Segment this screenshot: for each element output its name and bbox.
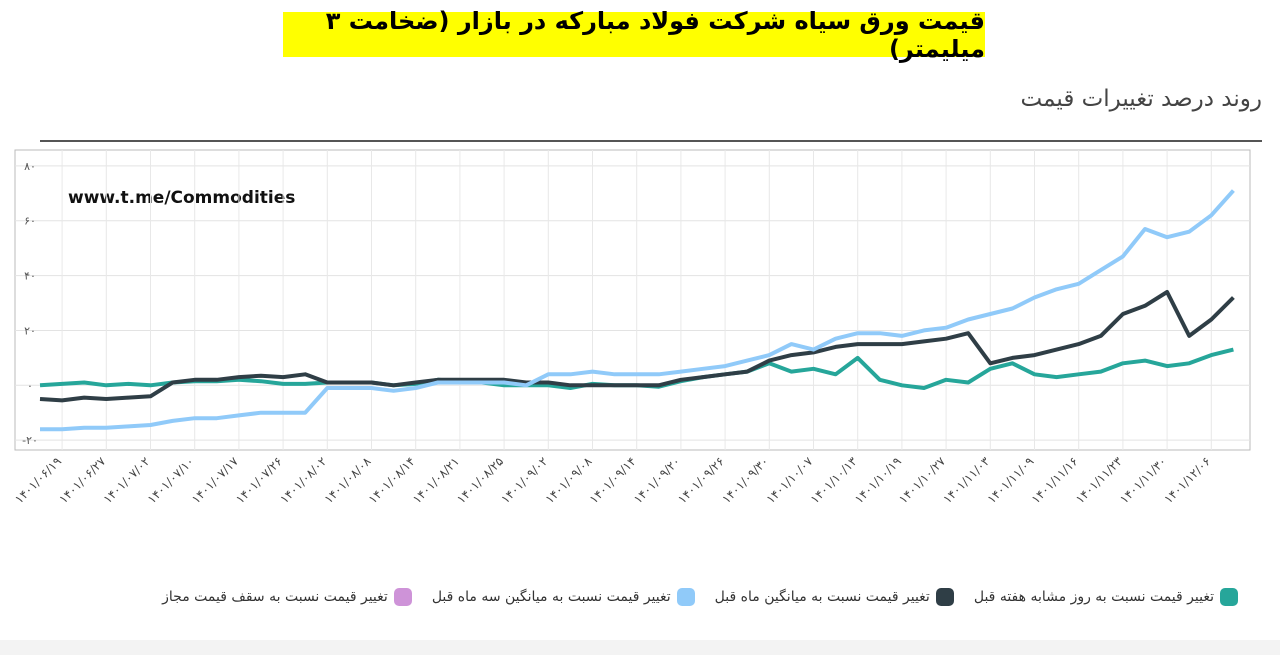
x-tick-label: ۱۴۰۱/۰۸/۱۴ <box>366 454 418 506</box>
footer <box>0 640 1280 655</box>
legend: تغییر قیمت نسبت به روز مشابه هفته قبل تغی… <box>162 588 1238 606</box>
legend-swatch <box>676 588 695 606</box>
watermark: www.t.me/Commodities <box>68 188 295 208</box>
plot-frame <box>14 149 1251 451</box>
x-tick-label: ۱۴۰۱/۰۹/۲۶ <box>675 454 727 506</box>
y-tick-label: ۸۰ <box>24 160 36 173</box>
x-tick-label: ۱۴۰۱/۱۱/۳۰ <box>1117 454 1169 506</box>
y-tick-label: -۲۰ <box>22 434 38 447</box>
separator <box>40 140 1262 142</box>
legend-item[interactable]: تغییر قیمت نسبت به میانگین سه ماه قبل <box>432 588 695 606</box>
x-tick-label: ۱۴۰۱/۱۱/۰۹ <box>985 454 1037 506</box>
x-tick-label: ۱۴۰۱/۰۶/۱۹ <box>12 454 64 506</box>
legend-label: تغییر قیمت نسبت به سقف قیمت مجاز <box>162 589 388 605</box>
x-tick-label: ۱۴۰۱/۰۹/۲۰ <box>631 454 683 506</box>
x-tick-label: ۱۴۰۱/۰۹/۰۲ <box>498 454 550 506</box>
x-tick-label: ۱۴۰۱/۰۷/۰۲ <box>101 454 153 506</box>
x-tick-label: ۱۴۰۱/۰۹/۰۸ <box>543 454 595 506</box>
series-line <box>40 189 1235 432</box>
title: قیمت ورق سیاه شرکت فولاد مبارکه در بازار… <box>283 7 985 63</box>
y-tick-label: ۰ <box>27 379 33 392</box>
legend-item[interactable]: تغییر قیمت نسبت به سقف قیمت مجاز <box>162 588 412 606</box>
x-tick-label: ۱۴۰۱/۰۸/۲۵ <box>454 454 506 506</box>
legend-swatch <box>393 588 412 606</box>
legend-swatch <box>935 588 954 606</box>
legend-label: تغییر قیمت نسبت به میانگین ماه قبل <box>714 589 930 605</box>
legend-label: تغییر قیمت نسبت به روز مشابه هفته قبل <box>973 589 1214 605</box>
legend-swatch <box>1220 588 1238 606</box>
x-tick-label: ۱۴۰۱/۰۹/۱۴ <box>587 454 639 506</box>
x-tick-label: ۱۴۰۱/۰۸/۰۲ <box>277 454 329 506</box>
legend-item[interactable]: تغییر قیمت نسبت به میانگین ماه قبل <box>715 588 954 606</box>
y-tick-label: ۲۰ <box>24 324 36 337</box>
legend-item[interactable]: تغییر قیمت نسبت به روز مشابه هفته قبل <box>974 588 1238 606</box>
x-tick-label: ۱۴۰۱/۰۶/۲۷ <box>56 454 108 506</box>
x-tick-label: ۱۴۰۱/۰۹/۳۰ <box>719 454 771 506</box>
subtitle: روند درصد تغییرات قیمت <box>1020 86 1263 112</box>
y-tick-label: ۴۰ <box>24 270 36 283</box>
series-line <box>39 290 1235 403</box>
x-tick-label: ۱۴۰۱/۱۰/۰۷ <box>764 454 816 506</box>
x-tick-label: ۱۴۰۱/۱۱/۱۶ <box>1029 454 1081 506</box>
x-tick-label: ۱۴۰۱/۱۰/۱۹ <box>852 454 904 506</box>
legend-label: تغییر قیمت نسبت به میانگین سه ماه قبل <box>431 589 671 605</box>
x-tick-label: ۱۴۰۱/۱۲/۰۶ <box>1161 454 1213 506</box>
x-tick-label: ۱۴۰۱/۱۰/۲۷ <box>896 454 948 506</box>
x-tick-label: ۱۴۰۱/۰۷/۲۶ <box>233 454 285 506</box>
x-tick-label: ۱۴۰۱/۰۸/۲۱ <box>410 454 462 506</box>
x-tick-label: ۱۴۰۱/۱۱/۰۳ <box>940 454 992 506</box>
x-tick-label: ۱۴۰۱/۱۱/۲۳ <box>1073 454 1125 506</box>
y-tick-label: ۶۰ <box>24 215 36 228</box>
x-tick-label: ۱۴۰۱/۱۰/۱۳ <box>808 454 860 506</box>
x-tick-label: ۱۴۰۱/۰۷/۱۰ <box>145 454 197 506</box>
x-tick-label: ۱۴۰۱/۰۸/۰۸ <box>322 454 374 506</box>
x-tick-label: ۱۴۰۱/۰۷/۱۷ <box>189 454 241 506</box>
chart: www.t.me/Commodities -۲۰ ۰ ۲۰ ۴۰ ۶۰ ۸۰ ۱۴۰۱/۰۶… <box>12 149 1251 506</box>
